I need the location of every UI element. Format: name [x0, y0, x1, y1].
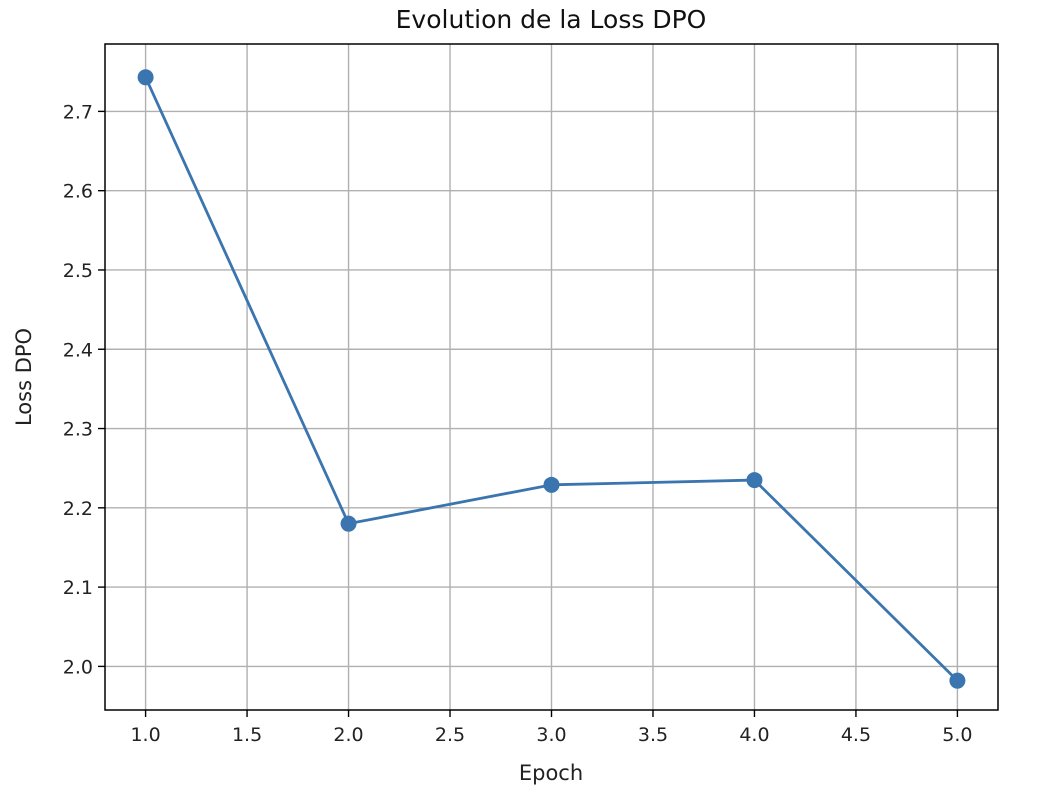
- x-tick-label: 1.0: [130, 724, 160, 746]
- data-point: [340, 515, 357, 532]
- data-point: [746, 472, 763, 489]
- x-tick-label: 3.5: [638, 724, 668, 746]
- y-tick-label: 2.1: [63, 577, 93, 599]
- data-point: [137, 69, 154, 86]
- x-tick-label: 4.5: [841, 724, 871, 746]
- y-tick-label: 2.6: [63, 181, 93, 203]
- x-tick-label: 1.5: [232, 724, 262, 746]
- x-tick-label: 3.0: [536, 724, 566, 746]
- y-axis-ticks: 2.0 2.1 2.2 2.3 2.4 2.5 2.6 2.7: [63, 101, 105, 678]
- x-tick-label: 2.0: [333, 724, 363, 746]
- y-tick-label: 2.0: [63, 656, 93, 678]
- series-line-layer: [137, 69, 966, 689]
- y-tick-label: 2.4: [63, 339, 93, 361]
- y-tick-label: 2.3: [63, 419, 93, 441]
- x-tick-label: 4.0: [739, 724, 769, 746]
- x-tick-label: 2.5: [435, 724, 465, 746]
- x-tick-label: 5.0: [942, 724, 972, 746]
- y-tick-label: 2.5: [63, 260, 93, 282]
- grid: [105, 44, 998, 710]
- y-tick-label: 2.2: [63, 498, 93, 520]
- data-point: [949, 672, 966, 689]
- y-tick-label: 2.7: [63, 101, 93, 123]
- x-axis-ticks: 1.0 1.5 2.0 2.5 3.0 3.5 4.0 4.5 5.0: [130, 710, 973, 746]
- data-point: [543, 476, 560, 493]
- y-axis-label: Loss DPO: [12, 328, 36, 426]
- chart-title: Evolution de la Loss DPO: [396, 5, 707, 34]
- x-axis-label: Epoch: [519, 761, 583, 785]
